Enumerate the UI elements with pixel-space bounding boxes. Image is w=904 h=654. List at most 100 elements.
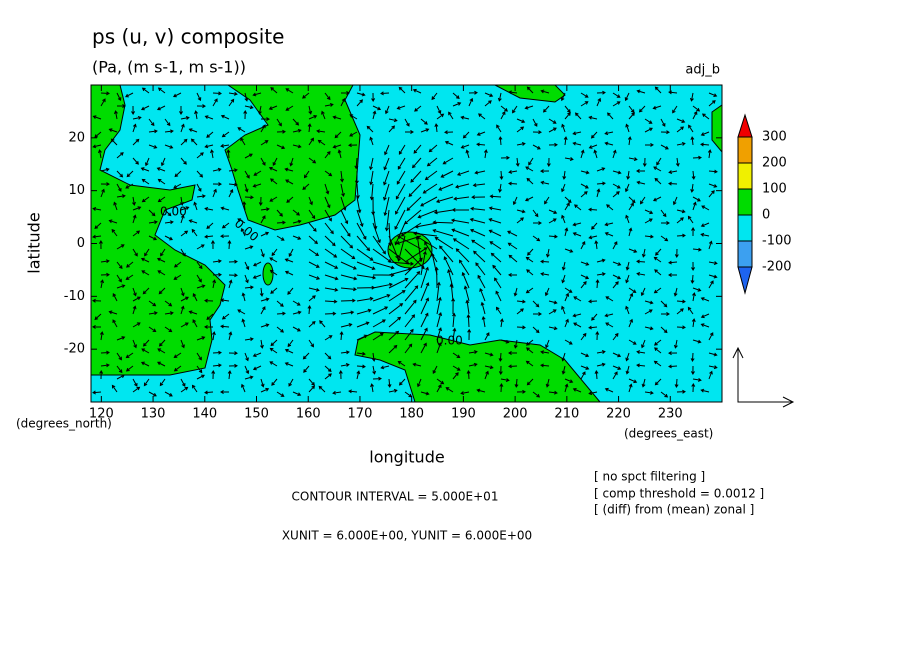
colorbar-segment — [737, 162, 753, 190]
wind-arrow — [516, 126, 525, 133]
wind-arrow — [276, 129, 286, 134]
wind-arrow — [548, 142, 558, 147]
wind-arrow — [606, 204, 614, 211]
wind-arrow — [640, 196, 646, 205]
wind-arrow — [132, 123, 137, 133]
wind-arrow — [580, 149, 585, 159]
wind-arrow — [690, 365, 695, 375]
wind-arrow — [435, 196, 454, 204]
wind-arrow — [141, 196, 150, 203]
wind-arrow — [691, 261, 696, 271]
wind-arrow — [372, 110, 377, 120]
wind-arrow — [244, 105, 254, 110]
wind-arrow — [484, 92, 494, 98]
wind-arrow — [148, 129, 158, 134]
wind-arrow — [324, 196, 331, 209]
wind-arrow — [690, 274, 695, 284]
wind-arrow — [372, 222, 381, 244]
wind-arrow — [525, 339, 534, 346]
wind-arrow — [193, 201, 198, 211]
wind-arrow — [324, 311, 337, 316]
colorbar-label: 0 — [762, 208, 770, 223]
wind-arrow — [492, 264, 502, 276]
wind-arrow — [644, 309, 653, 315]
wind-arrow — [308, 114, 318, 120]
wind-arrow — [525, 166, 534, 172]
wind-arrow — [397, 235, 422, 250]
wind-arrow — [471, 239, 486, 250]
wind-arrow — [636, 180, 646, 185]
wind-arrow — [340, 170, 344, 183]
wind-arrow — [112, 319, 118, 328]
wind-arrow — [465, 299, 470, 315]
wind-arrow — [700, 222, 710, 228]
wind-arrow — [180, 206, 190, 211]
wind-arrow — [148, 144, 158, 149]
wind-arrow — [406, 196, 422, 211]
wind-arrow — [125, 274, 134, 280]
wind-arrow — [708, 240, 713, 250]
wind-arrow — [604, 387, 614, 393]
wind-arrow — [508, 351, 518, 355]
wind-arrow — [564, 157, 574, 161]
wind-arrow — [484, 332, 490, 341]
wind-arrow — [157, 178, 166, 185]
wind-arrow — [676, 233, 686, 238]
wind-arrow — [546, 157, 551, 167]
wind-arrow — [436, 327, 442, 341]
wind-arrow — [369, 170, 374, 186]
wind-arrow — [94, 313, 102, 321]
wind-arrow — [288, 248, 294, 257]
wind-arrow — [241, 292, 246, 302]
wind-arrow — [268, 166, 278, 172]
wind-arrow — [641, 339, 646, 349]
wind-arrow — [164, 391, 173, 397]
wind-arrow — [628, 157, 638, 162]
wind-arrow — [244, 365, 250, 375]
wind-arrow — [100, 188, 105, 198]
wind-arrow — [595, 331, 600, 341]
wind-arrow — [276, 300, 284, 307]
wind-arrow — [284, 348, 294, 354]
wind-arrow — [498, 365, 503, 375]
wind-arrow — [628, 383, 633, 393]
contour-region — [262, 262, 274, 286]
y-tick-label: 10 — [68, 183, 85, 198]
wind-arrow — [270, 339, 278, 347]
wind-arrow — [324, 287, 339, 292]
wind-arrow — [672, 196, 678, 206]
wind-arrow — [196, 244, 205, 250]
wind-arrow — [612, 170, 622, 175]
wind-arrow — [436, 384, 442, 393]
wind-arrow — [498, 136, 503, 146]
wind-arrow — [700, 232, 710, 237]
wind-arrow — [676, 141, 686, 146]
wind-arrow — [692, 287, 702, 292]
wind-arrow — [708, 169, 718, 174]
wind-arrow — [220, 390, 230, 394]
wind-arrow — [572, 141, 582, 146]
wind-arrow — [92, 234, 102, 239]
wind-arrow — [691, 227, 696, 237]
wind-arrow — [420, 266, 429, 289]
wind-arrow — [113, 201, 118, 211]
wind-arrow — [332, 390, 342, 395]
wind-arrow — [370, 383, 374, 393]
wind-arrow — [660, 221, 670, 226]
wind-arrow — [628, 196, 636, 204]
wind-arrow — [561, 123, 566, 133]
wind-arrow — [260, 378, 265, 388]
wind-arrow — [356, 248, 374, 261]
wind-arrow — [475, 262, 486, 276]
wind-arrow — [196, 152, 204, 159]
wind-arrow — [160, 157, 166, 167]
wind-arrow — [612, 261, 622, 266]
wind-arrow — [148, 118, 155, 127]
wind-arrow — [596, 188, 601, 198]
wind-arrow — [398, 378, 406, 386]
wind-arrow — [324, 183, 330, 195]
wind-arrow — [691, 318, 696, 328]
wind-arrow — [480, 301, 486, 315]
wind-arrow — [260, 306, 266, 315]
wind-arrow — [641, 378, 646, 388]
